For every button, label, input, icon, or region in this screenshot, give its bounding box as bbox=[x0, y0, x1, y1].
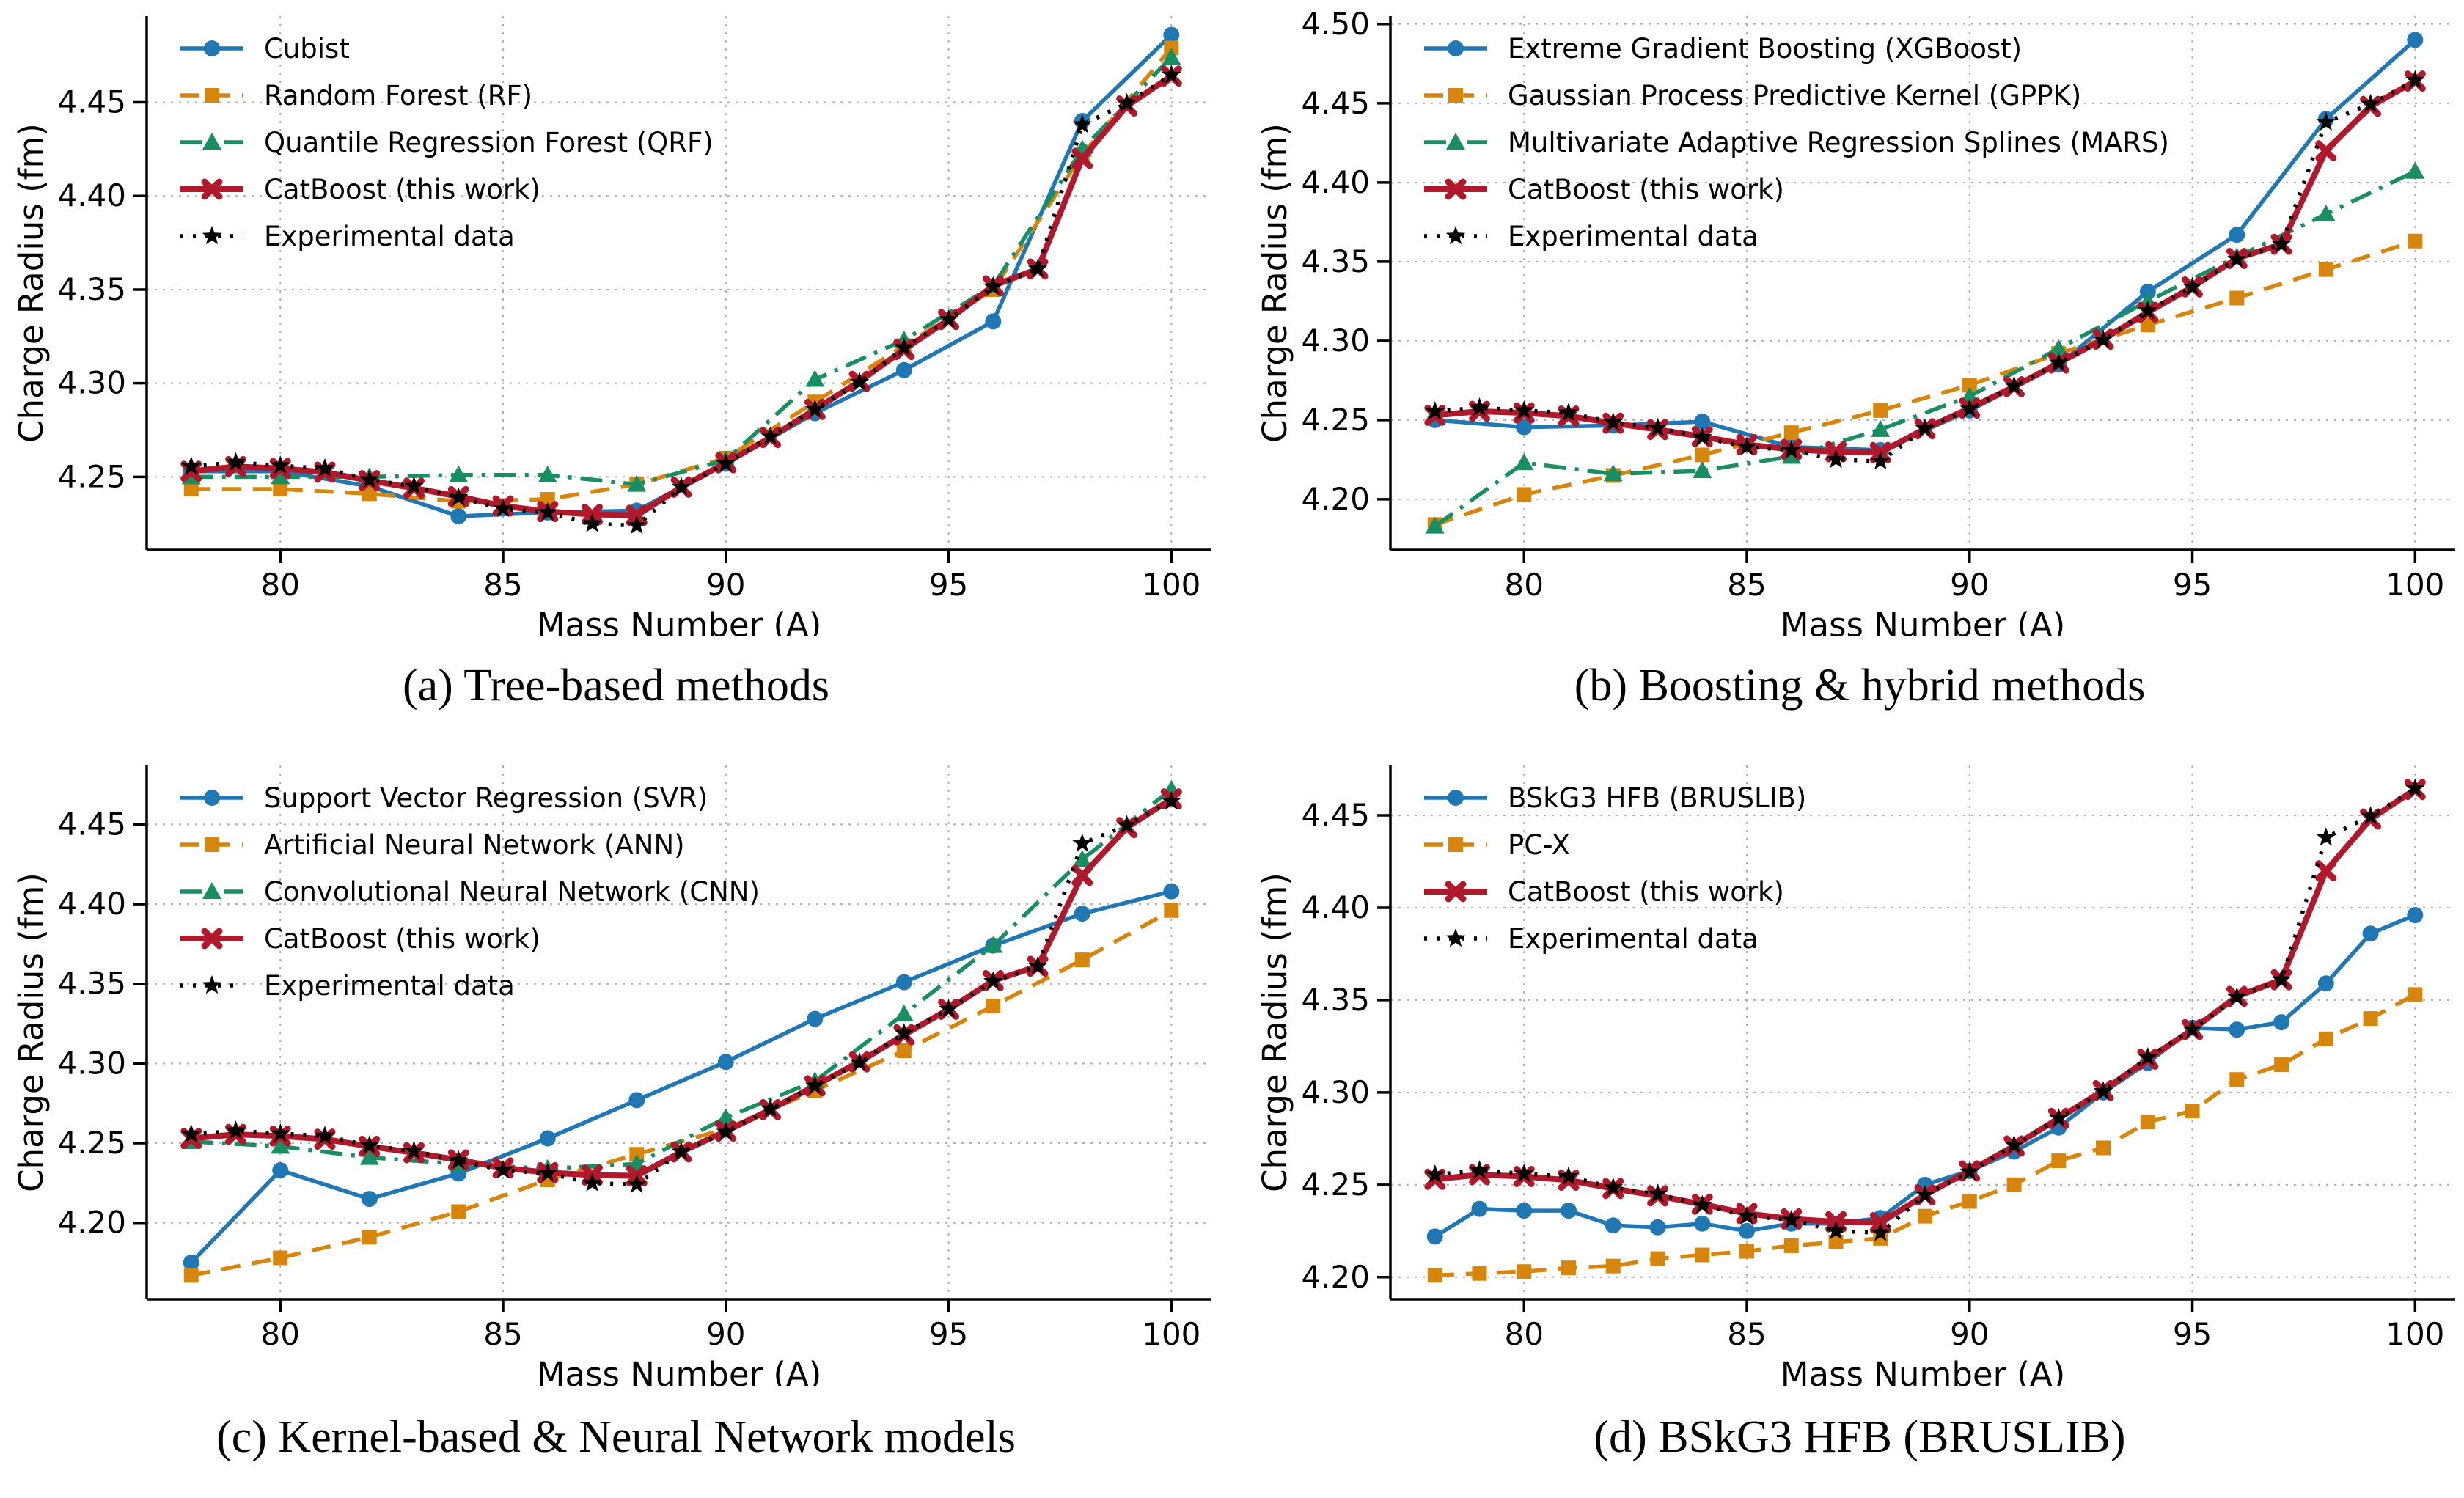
svg-text:CatBoost (this work): CatBoost (this work) bbox=[264, 174, 540, 205]
svg-text:Artificial Neural Network (ANN: Artificial Neural Network (ANN) bbox=[264, 829, 685, 861]
svg-text:95: 95 bbox=[929, 567, 968, 603]
svg-text:4.40: 4.40 bbox=[1301, 889, 1370, 925]
svg-text:Experimental data: Experimental data bbox=[1508, 221, 1759, 252]
svg-text:Multivariate Adaptive Regressi: Multivariate Adaptive Regression Splines… bbox=[1508, 127, 2169, 158]
svg-text:4.50: 4.50 bbox=[1301, 6, 1370, 42]
chart-tree-based: 80 85 90 95 100 4.25 4.30 4.35 4.40 4.45 Mass Numb… bbox=[15, 16, 1211, 636]
svg-text:4.35: 4.35 bbox=[57, 966, 126, 1002]
svg-text:Quantile Regression Forest (QR: Quantile Regression Forest (QRF) bbox=[264, 127, 714, 158]
svg-text:4.45: 4.45 bbox=[1301, 797, 1370, 833]
svg-text:95: 95 bbox=[2173, 1316, 2212, 1352]
svg-text:4.45: 4.45 bbox=[1301, 85, 1370, 121]
svg-text:Mass Number (A): Mass Number (A) bbox=[537, 606, 822, 636]
svg-text:4.25: 4.25 bbox=[1301, 402, 1370, 438]
svg-text:85: 85 bbox=[1727, 567, 1766, 603]
svg-text:Charge Radius (fm): Charge Radius (fm) bbox=[15, 123, 51, 443]
caption-d: (d) BSkG3 HFB (BRUSLIB) bbox=[1594, 1412, 2126, 1462]
panel-kernel-neural: 80 85 90 95 100 4.20 4.25 4.30 4.35 4.40 4.45 Mass … bbox=[15, 755, 1217, 1386]
svg-text:4.40: 4.40 bbox=[1301, 164, 1370, 200]
svg-text:Experimental data: Experimental data bbox=[1508, 923, 1759, 955]
chart-kernel-neural: 80 85 90 95 100 4.20 4.25 4.30 4.35 4.40 4.45 Mass … bbox=[15, 765, 1211, 1386]
svg-text:PC-X: PC-X bbox=[1508, 829, 1570, 861]
svg-text:Charge Radius (fm): Charge Radius (fm) bbox=[1258, 873, 1294, 1192]
svg-text:Extreme Gradient Boosting (XGB: Extreme Gradient Boosting (XGBoost) bbox=[1508, 33, 2022, 65]
svg-text:90: 90 bbox=[1950, 567, 1989, 603]
svg-text:4.45: 4.45 bbox=[57, 84, 126, 120]
svg-text:CatBoost (this work): CatBoost (this work) bbox=[264, 923, 540, 955]
svg-text:4.20: 4.20 bbox=[1301, 1259, 1370, 1295]
chart-boosting-hybrid: 80 85 90 95 100 4.20 4.25 4.30 4.35 4.40 4.45 4.50 M… bbox=[1258, 6, 2455, 636]
svg-text:Convolutional Neural Network (: Convolutional Neural Network (CNN) bbox=[264, 876, 760, 908]
svg-text:Cubist: Cubist bbox=[264, 33, 350, 65]
svg-text:4.30: 4.30 bbox=[57, 365, 126, 401]
svg-text:100: 100 bbox=[2386, 1316, 2444, 1352]
svg-text:90: 90 bbox=[706, 567, 745, 603]
svg-text:Mass Number (A): Mass Number (A) bbox=[1781, 1355, 2066, 1386]
svg-text:4.25: 4.25 bbox=[1301, 1167, 1370, 1203]
svg-text:4.20: 4.20 bbox=[1301, 481, 1370, 517]
svg-text:Mass Number (A): Mass Number (A) bbox=[537, 1355, 822, 1386]
svg-text:Experimental data: Experimental data bbox=[264, 221, 515, 252]
panel-tree-based: 80 85 90 95 100 4.25 4.30 4.35 4.40 4.45 Mass Numb… bbox=[15, 6, 1217, 636]
svg-text:80: 80 bbox=[1505, 1316, 1544, 1352]
chart-bskg3-hfb: 80 85 90 95 100 4.20 4.25 4.30 4.35 4.40 4.45 Mass … bbox=[1258, 765, 2455, 1386]
svg-text:95: 95 bbox=[929, 1316, 968, 1352]
svg-text:CatBoost (this work): CatBoost (this work) bbox=[1508, 174, 1784, 205]
svg-text:4.45: 4.45 bbox=[57, 806, 126, 842]
svg-text:4.20: 4.20 bbox=[57, 1205, 126, 1241]
svg-text:4.25: 4.25 bbox=[57, 1125, 126, 1161]
svg-text:Mass Number (A): Mass Number (A) bbox=[1781, 606, 2066, 636]
svg-text:85: 85 bbox=[483, 1316, 522, 1352]
svg-text:4.30: 4.30 bbox=[57, 1045, 126, 1081]
svg-text:Experimental data: Experimental data bbox=[264, 970, 515, 1002]
svg-text:80: 80 bbox=[1505, 567, 1544, 603]
svg-text:CatBoost (this work): CatBoost (this work) bbox=[1508, 876, 1784, 908]
svg-text:Charge Radius (fm): Charge Radius (fm) bbox=[15, 873, 51, 1192]
svg-text:80: 80 bbox=[261, 1316, 300, 1352]
svg-text:4.30: 4.30 bbox=[1301, 1074, 1370, 1110]
svg-text:Random Forest (RF): Random Forest (RF) bbox=[264, 80, 532, 111]
svg-text:80: 80 bbox=[261, 567, 300, 603]
panel-boosting-hybrid: 80 85 90 95 100 4.20 4.25 4.30 4.35 4.40 4.45 4.50 M… bbox=[1258, 6, 2461, 636]
caption-a: (a) Tree-based methods bbox=[403, 661, 829, 711]
svg-text:4.35: 4.35 bbox=[1301, 243, 1370, 279]
svg-text:90: 90 bbox=[1950, 1316, 1989, 1352]
svg-text:Charge Radius (fm): Charge Radius (fm) bbox=[1258, 123, 1294, 443]
svg-text:BSkG3 HFB (BRUSLIB): BSkG3 HFB (BRUSLIB) bbox=[1508, 782, 1806, 814]
svg-text:Gaussian Process Predictive Ke: Gaussian Process Predictive Kernel (GPPK… bbox=[1508, 80, 2081, 111]
svg-text:4.35: 4.35 bbox=[57, 271, 126, 307]
svg-text:95: 95 bbox=[2173, 567, 2212, 603]
svg-text:85: 85 bbox=[1727, 1316, 1766, 1352]
panel-bskg3-hfb: 80 85 90 95 100 4.20 4.25 4.30 4.35 4.40 4.45 Mass … bbox=[1258, 755, 2461, 1386]
svg-text:4.25: 4.25 bbox=[57, 458, 126, 494]
svg-text:4.40: 4.40 bbox=[57, 886, 126, 922]
svg-text:Support Vector Regression (SVR: Support Vector Regression (SVR) bbox=[264, 782, 708, 814]
svg-text:4.40: 4.40 bbox=[57, 177, 126, 213]
svg-text:85: 85 bbox=[483, 567, 522, 603]
svg-text:4.30: 4.30 bbox=[1301, 323, 1370, 359]
svg-text:4.35: 4.35 bbox=[1301, 982, 1370, 1018]
svg-text:100: 100 bbox=[1142, 567, 1200, 603]
caption-c: (c) Kernel-based & Neural Network models bbox=[216, 1412, 1016, 1462]
svg-text:100: 100 bbox=[1142, 1316, 1200, 1352]
svg-text:100: 100 bbox=[2386, 567, 2444, 603]
caption-b: (b) Boosting & hybrid methods bbox=[1574, 661, 2146, 711]
svg-text:90: 90 bbox=[706, 1316, 745, 1352]
